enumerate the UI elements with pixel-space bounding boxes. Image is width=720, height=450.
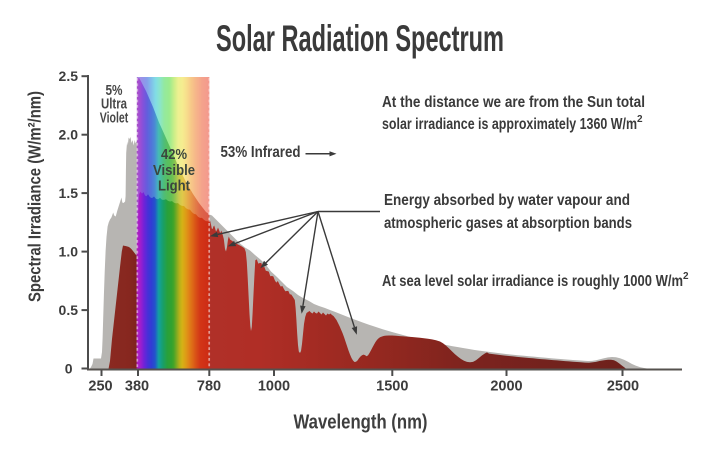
svg-text:Spectral Irradiance (W/m²/nm): Spectral Irradiance (W/m²/nm) — [25, 91, 45, 302]
svg-text:At the distance we are from th: At the distance we are from the Sun tota… — [382, 94, 645, 111]
svg-text:0.5: 0.5 — [59, 302, 79, 318]
svg-text:Wavelength (nm): Wavelength (nm) — [294, 411, 428, 434]
svg-text:Light: Light — [158, 179, 190, 195]
svg-text:solar irradiance is approximat: solar irradiance is approximately 1360 W… — [382, 116, 637, 133]
svg-text:Violet: Violet — [100, 111, 129, 127]
svg-text:2500: 2500 — [607, 379, 639, 395]
svg-text:5%: 5% — [106, 83, 123, 99]
svg-text:1.0: 1.0 — [59, 244, 79, 260]
svg-text:53% Infrared: 53% Infrared — [221, 144, 301, 161]
svg-text:2.5: 2.5 — [59, 68, 79, 84]
svg-text:42%: 42% — [161, 147, 187, 163]
svg-text:Ultra: Ultra — [101, 97, 128, 113]
svg-text:At sea level solar irradiance: At sea level solar irradiance is roughly… — [382, 273, 683, 290]
svg-text:Solar Radiation Spectrum: Solar Radiation Spectrum — [216, 18, 504, 59]
svg-text:Energy absorbed by water vapou: Energy absorbed by water vapour and — [384, 192, 630, 209]
svg-text:0: 0 — [65, 361, 73, 377]
svg-text:2000: 2000 — [490, 379, 522, 395]
svg-text:250: 250 — [88, 379, 112, 395]
svg-text:780: 780 — [197, 379, 221, 395]
svg-text:Visible: Visible — [153, 163, 195, 179]
svg-text:atmospheric gases at absorptio: atmospheric gases at absorption bands — [384, 215, 632, 232]
svg-text:1000: 1000 — [258, 379, 290, 395]
svg-text:1500: 1500 — [376, 379, 408, 395]
svg-text:380: 380 — [125, 379, 149, 395]
svg-text:1.5: 1.5 — [59, 185, 79, 201]
svg-text:2.0: 2.0 — [59, 127, 79, 143]
svg-text:2: 2 — [683, 271, 689, 282]
svg-text:2: 2 — [637, 114, 643, 125]
